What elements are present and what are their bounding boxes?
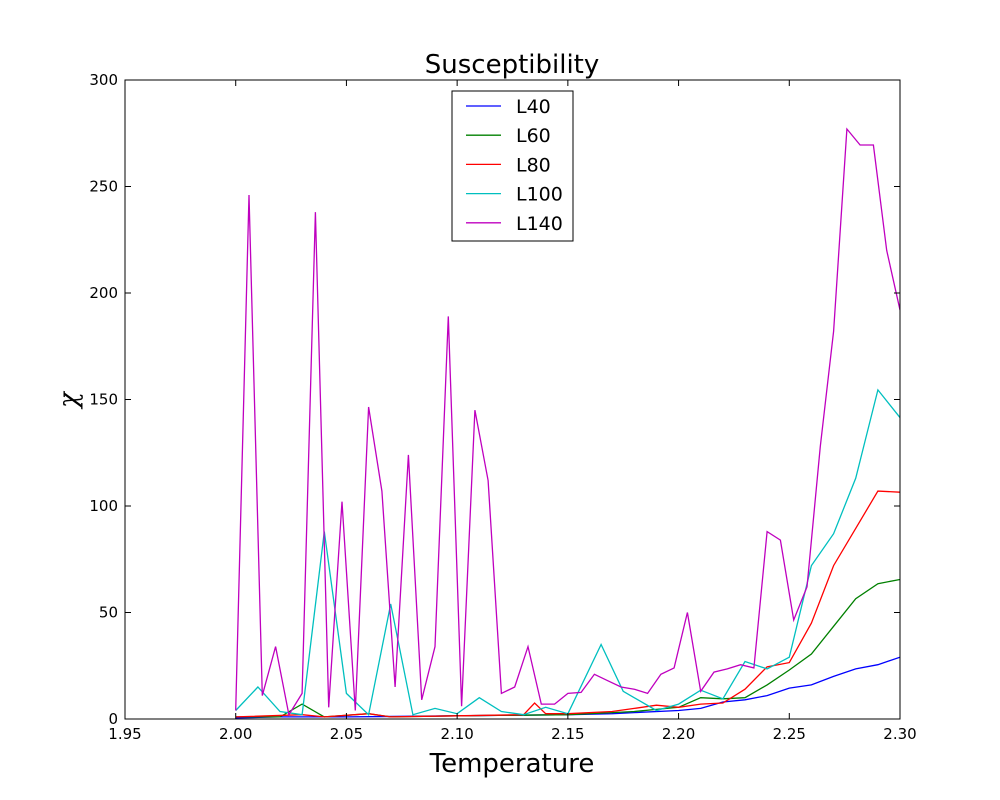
y-axis-label: χ	[54, 390, 84, 410]
x-tick-label: 2.10	[440, 725, 473, 743]
series-line-l100	[235, 388, 900, 716]
x-axis-label: Temperature	[429, 749, 595, 779]
y-tick-label: 50	[99, 604, 118, 622]
legend-label-l100: L100	[516, 184, 563, 206]
y-tick-label: 0	[108, 710, 118, 728]
legend-label-l80: L80	[516, 154, 551, 176]
legend-label-l60: L60	[516, 125, 551, 147]
x-tick-label: 2.05	[330, 725, 363, 743]
x-tick-label: 2.00	[219, 725, 252, 743]
axis-ticks: 1.95 2.00 2.05 2.10 2.15 2.20 2.25 2.30 0 50 100 15…	[89, 71, 916, 743]
legend: L40 L60 L80 L100 L140	[451, 90, 574, 242]
x-tick-label: 1.95	[108, 725, 141, 743]
chart-title: Susceptibility	[425, 50, 600, 80]
y-tick-label: 300	[89, 71, 118, 89]
x-tick-label: 2.15	[551, 725, 584, 743]
x-tick-label: 2.20	[662, 725, 695, 743]
x-tick-label: 2.30	[883, 725, 916, 743]
legend-label-l40: L40	[516, 96, 551, 118]
series-line-l140	[235, 127, 900, 717]
y-tick-label: 250	[89, 178, 118, 196]
y-tick-label: 100	[89, 497, 118, 515]
x-tick-label: 2.25	[773, 725, 806, 743]
y-tick-label: 200	[89, 284, 118, 302]
series-line-l80	[235, 490, 900, 718]
y-tick-label: 150	[89, 391, 118, 409]
legend-label-l140: L140	[516, 213, 563, 235]
legend-box	[451, 90, 574, 242]
